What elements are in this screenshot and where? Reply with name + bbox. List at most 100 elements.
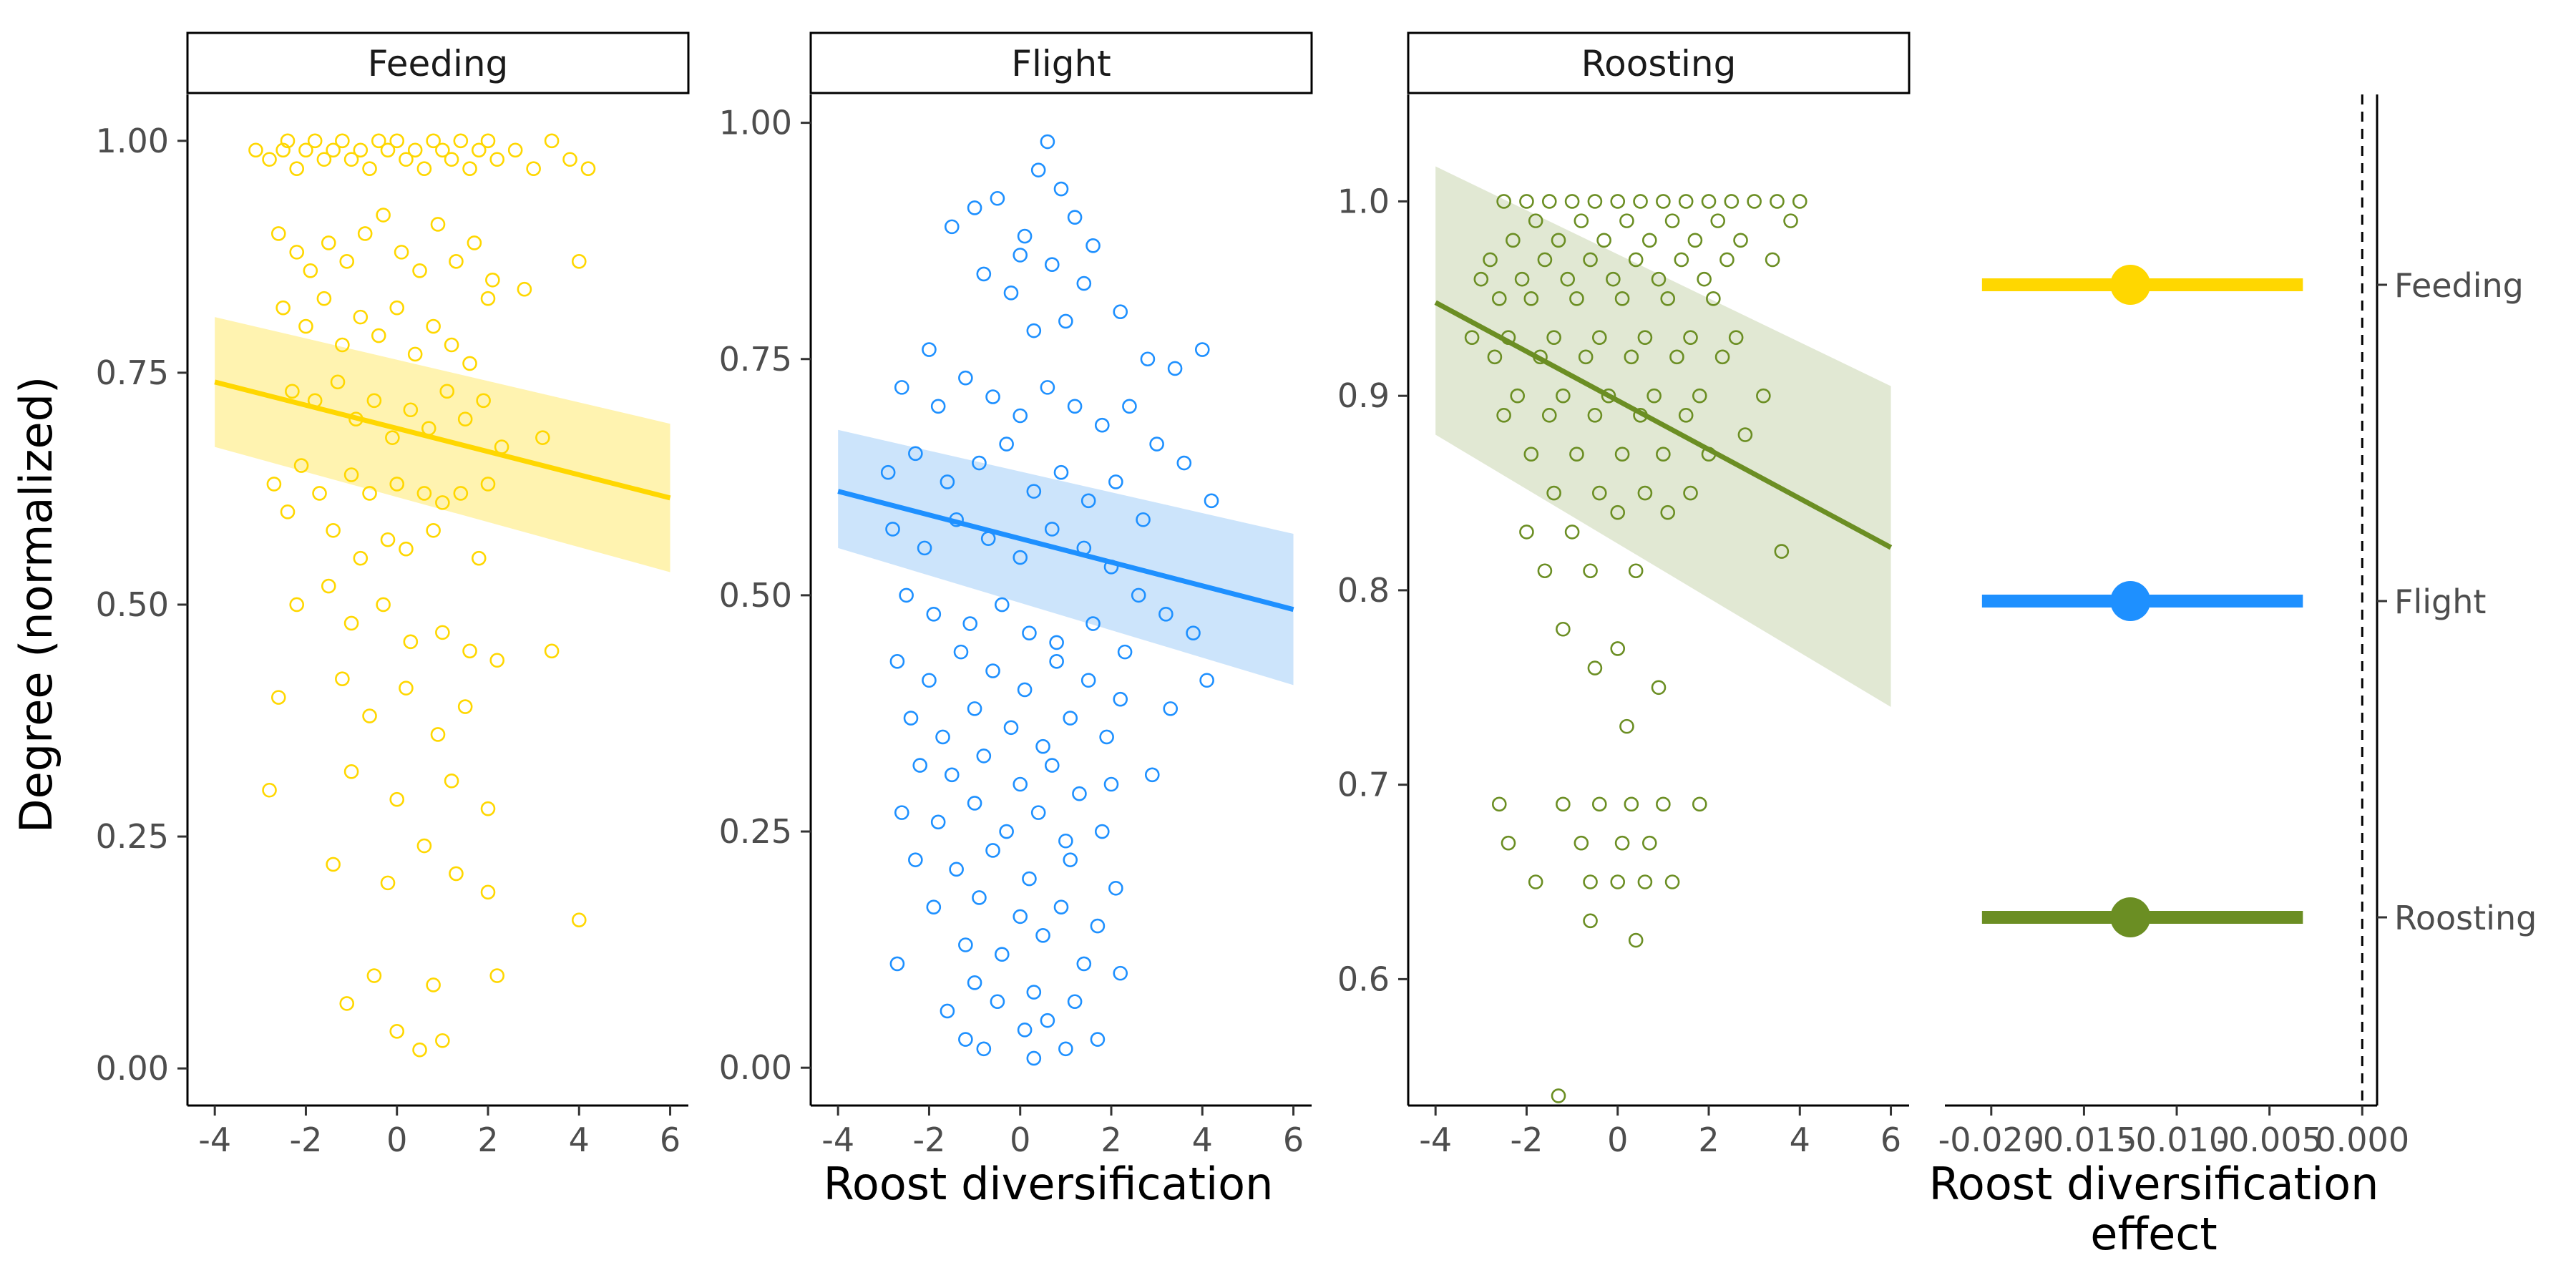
- data-point: [399, 680, 414, 696]
- data-point: [1040, 380, 1055, 395]
- x-tick-label: 6: [1283, 1121, 1304, 1159]
- data-point: [1144, 767, 1160, 783]
- data-point: [362, 161, 377, 177]
- data-point: [967, 701, 982, 716]
- data-point: [453, 133, 469, 149]
- points-roosting: [1464, 194, 1807, 1103]
- data-point: [1591, 485, 1607, 501]
- data-point: [994, 947, 1010, 962]
- data-point: [380, 532, 396, 547]
- data-point: [457, 699, 473, 714]
- data-point: [899, 587, 914, 603]
- data-point: [1537, 252, 1553, 268]
- data-point: [990, 190, 1005, 206]
- data-point: [449, 254, 464, 269]
- ci-band-roosting: [1435, 166, 1891, 707]
- data-point: [1633, 194, 1648, 209]
- data-point: [985, 663, 1000, 678]
- data-point: [371, 328, 386, 343]
- y-tick-label: 1.00: [719, 104, 792, 142]
- data-point: [1194, 342, 1210, 357]
- data-point: [1706, 291, 1721, 306]
- data-point: [1724, 194, 1740, 209]
- data-point: [1523, 447, 1539, 462]
- data-point: [480, 291, 496, 306]
- category-label-feeding: Feeding: [2394, 266, 2524, 305]
- data-point: [1058, 313, 1073, 329]
- x-tick-label: -0.015: [2031, 1121, 2137, 1159]
- data-point: [1556, 796, 1571, 812]
- x-tick-label: 2: [1101, 1121, 1121, 1159]
- effect-estimates: [1981, 265, 2303, 937]
- x-tick-label: -0.005: [2216, 1121, 2322, 1159]
- y-tick-label: 0.6: [1337, 960, 1390, 998]
- data-point: [1678, 408, 1694, 423]
- data-point: [940, 1003, 955, 1019]
- data-point: [526, 161, 541, 177]
- data-point: [1022, 625, 1037, 641]
- y-tick-label: 0.50: [719, 576, 792, 615]
- data-point: [362, 486, 377, 501]
- data-point: [1040, 134, 1055, 150]
- data-point: [1131, 587, 1146, 603]
- data-point: [343, 467, 359, 482]
- category-label-flight: Flight: [2394, 582, 2486, 621]
- data-point: [430, 217, 446, 232]
- y-ticks-flight: 0.00 0.25 0.50 0.75 1.00: [719, 104, 811, 1087]
- data-point: [1076, 956, 1092, 972]
- data-point: [435, 1033, 450, 1048]
- data-point: [944, 219, 960, 235]
- data-point: [922, 342, 937, 357]
- data-point: [976, 266, 992, 282]
- data-point: [389, 133, 405, 149]
- data-point: [976, 748, 992, 763]
- data-point: [1701, 194, 1717, 209]
- data-point: [403, 634, 419, 650]
- data-point: [1564, 525, 1580, 540]
- data-point: [1017, 1023, 1033, 1038]
- data-point: [1035, 738, 1050, 754]
- data-point: [444, 773, 459, 789]
- data-point: [1546, 330, 1561, 345]
- data-point: [1583, 913, 1598, 929]
- data-point: [289, 161, 305, 177]
- data-point: [1614, 291, 1630, 306]
- data-point: [1551, 1088, 1566, 1103]
- y-ticks-roosting: 0.6 0.7 0.8 0.9 1.0: [1337, 182, 1408, 998]
- data-point: [1646, 388, 1662, 404]
- data-point: [1683, 330, 1698, 345]
- data-point: [485, 272, 500, 288]
- data-point: [580, 161, 596, 177]
- data-point: [1710, 213, 1726, 228]
- data-point: [1660, 504, 1676, 520]
- data-point: [1614, 835, 1630, 851]
- data-point: [1496, 194, 1511, 209]
- data-point: [1556, 388, 1571, 404]
- data-point: [426, 318, 441, 334]
- data-point: [1641, 233, 1657, 248]
- data-point: [1624, 349, 1639, 365]
- strip-roosting: [1407, 31, 1911, 94]
- data-point: [480, 884, 496, 900]
- data-point: [1596, 233, 1611, 248]
- data-point: [416, 486, 432, 501]
- data-point: [1063, 711, 1078, 726]
- data-point: [326, 522, 341, 538]
- data-point: [312, 486, 327, 501]
- category-labels-effect: Feeding Flight Roosting: [2377, 266, 2537, 937]
- data-point: [1058, 1041, 1073, 1057]
- x-tick-label: 2: [477, 1121, 498, 1159]
- data-point: [1619, 718, 1634, 734]
- y-tick-label: 0.00: [96, 1049, 169, 1088]
- data-point: [303, 263, 318, 278]
- panel-flight: Flight -4 -2 0 2 4 6 0.00 0.25 0.50 0.75 1.00 Roo…: [719, 31, 1313, 1210]
- data-point: [270, 690, 286, 705]
- data-point: [285, 384, 300, 399]
- data-point: [1770, 194, 1785, 209]
- data-point: [1035, 927, 1050, 943]
- data-point: [990, 994, 1005, 1010]
- data-point: [467, 235, 482, 250]
- data-point: [571, 254, 587, 269]
- panel-roosting: Roosting -4 -2 0 2 4 6 0.6 0.7 0.8 0.9 1.0: [1337, 31, 1911, 1159]
- strip-feeding: [186, 31, 690, 94]
